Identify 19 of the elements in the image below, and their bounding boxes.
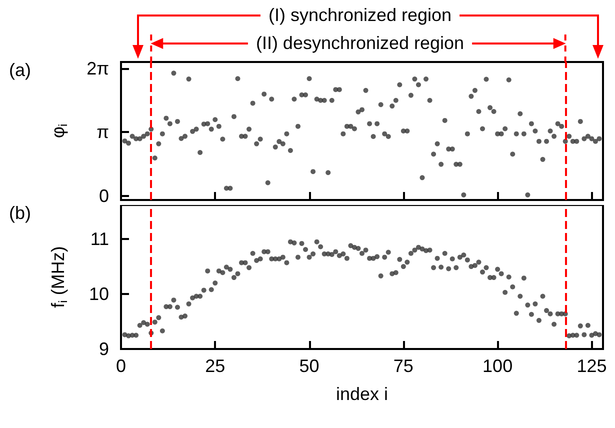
text: (II) desynchronized region — [256, 33, 464, 54]
x-tick-label: 0 — [116, 356, 126, 376]
x-tick-label: 50 — [299, 356, 320, 376]
y-tick-label: 10 — [88, 284, 109, 304]
y-tick-label: 9 — [98, 339, 109, 359]
x-tick-label: 75 — [393, 356, 414, 376]
y-tick-label: 0 — [98, 186, 109, 206]
x-axis-title: index i — [336, 384, 388, 404]
x-tick-label: 125 — [576, 356, 607, 376]
y-tick-label: π — [96, 122, 109, 142]
chart-title: (b) — [9, 203, 31, 223]
x-tick-label: 100 — [482, 356, 513, 376]
y-tick-label: 11 — [90, 229, 109, 250]
text: (I) synchronized region — [268, 5, 452, 26]
y-axis-title: φi — [48, 124, 70, 138]
y-axis-title: fi (MHz) — [48, 246, 70, 308]
chart-title: (a) — [9, 60, 31, 80]
y-tick-label: 2π — [86, 58, 109, 78]
x-tick-label: 25 — [205, 356, 226, 376]
